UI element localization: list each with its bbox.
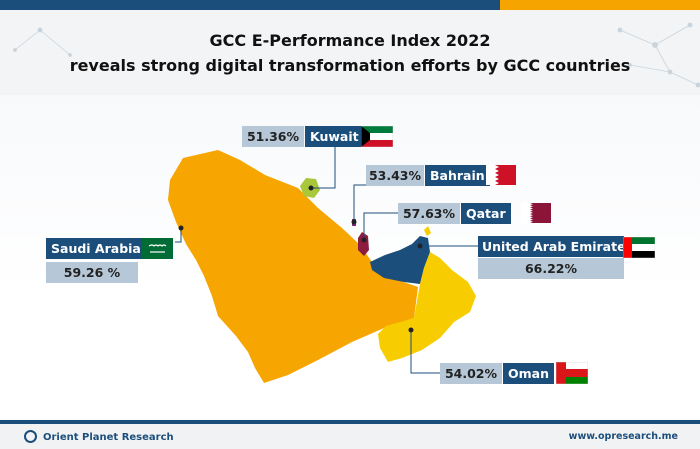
brand-name: Orient Planet Research bbox=[43, 432, 174, 443]
footer-url[interactable]: www.opresearch.me bbox=[568, 431, 678, 442]
top-accent-bar bbox=[0, 0, 700, 10]
bahrain-leader-line bbox=[353, 184, 372, 222]
qatar-flag-icon bbox=[521, 203, 551, 223]
qatar-label: Qatar bbox=[461, 203, 511, 224]
gcc-map bbox=[168, 145, 478, 383]
bahrain-label: Bahrain bbox=[425, 165, 490, 186]
uae-score: 66.22% bbox=[478, 258, 624, 279]
title-line-2: reveals strong digital transformation ef… bbox=[69, 56, 631, 75]
page-title: GCC E-Performance Index 2022 reveals str… bbox=[0, 28, 700, 78]
qatar-score: 57.63% bbox=[398, 203, 460, 224]
uae-flag-icon bbox=[623, 237, 655, 258]
oman-flag-icon bbox=[556, 362, 588, 384]
uae-region bbox=[370, 236, 430, 284]
oman-score: 54.02% bbox=[440, 363, 502, 384]
header-banner bbox=[0, 10, 700, 95]
saudi-arabia-label: Saudi Arabia bbox=[46, 238, 146, 259]
oman-leader-line bbox=[410, 330, 440, 374]
bahrain-score: 53.43% bbox=[366, 165, 424, 186]
qatar-leader-line bbox=[363, 212, 400, 240]
saudi-leader-line bbox=[175, 228, 182, 243]
saudi-arabia-score: 59.26 % bbox=[46, 262, 138, 283]
kuwait-flag-icon bbox=[361, 126, 393, 147]
network-decoration-icon bbox=[13, 22, 700, 88]
footer-brand: Orient Planet Research bbox=[24, 430, 174, 443]
bahrain-flag-icon bbox=[486, 165, 516, 185]
oman-region bbox=[378, 252, 476, 362]
qatar-region bbox=[358, 232, 369, 256]
musandam-region bbox=[424, 226, 431, 236]
oman-label: Oman bbox=[503, 363, 554, 384]
kuwait-label: Kuwait bbox=[305, 126, 364, 147]
brand-logo-icon bbox=[24, 430, 37, 443]
footer-bar: Orient Planet Research www.opresearch.me bbox=[0, 420, 700, 449]
saudi-flag-icon bbox=[142, 238, 173, 259]
kuwait-score: 51.36% bbox=[242, 126, 304, 147]
kuwait-leader-line bbox=[311, 145, 336, 189]
title-line-1: GCC E-Performance Index 2022 bbox=[209, 31, 491, 50]
uae-label: United Arab Emirates bbox=[478, 236, 633, 257]
saudi-arabia-region bbox=[168, 150, 418, 383]
